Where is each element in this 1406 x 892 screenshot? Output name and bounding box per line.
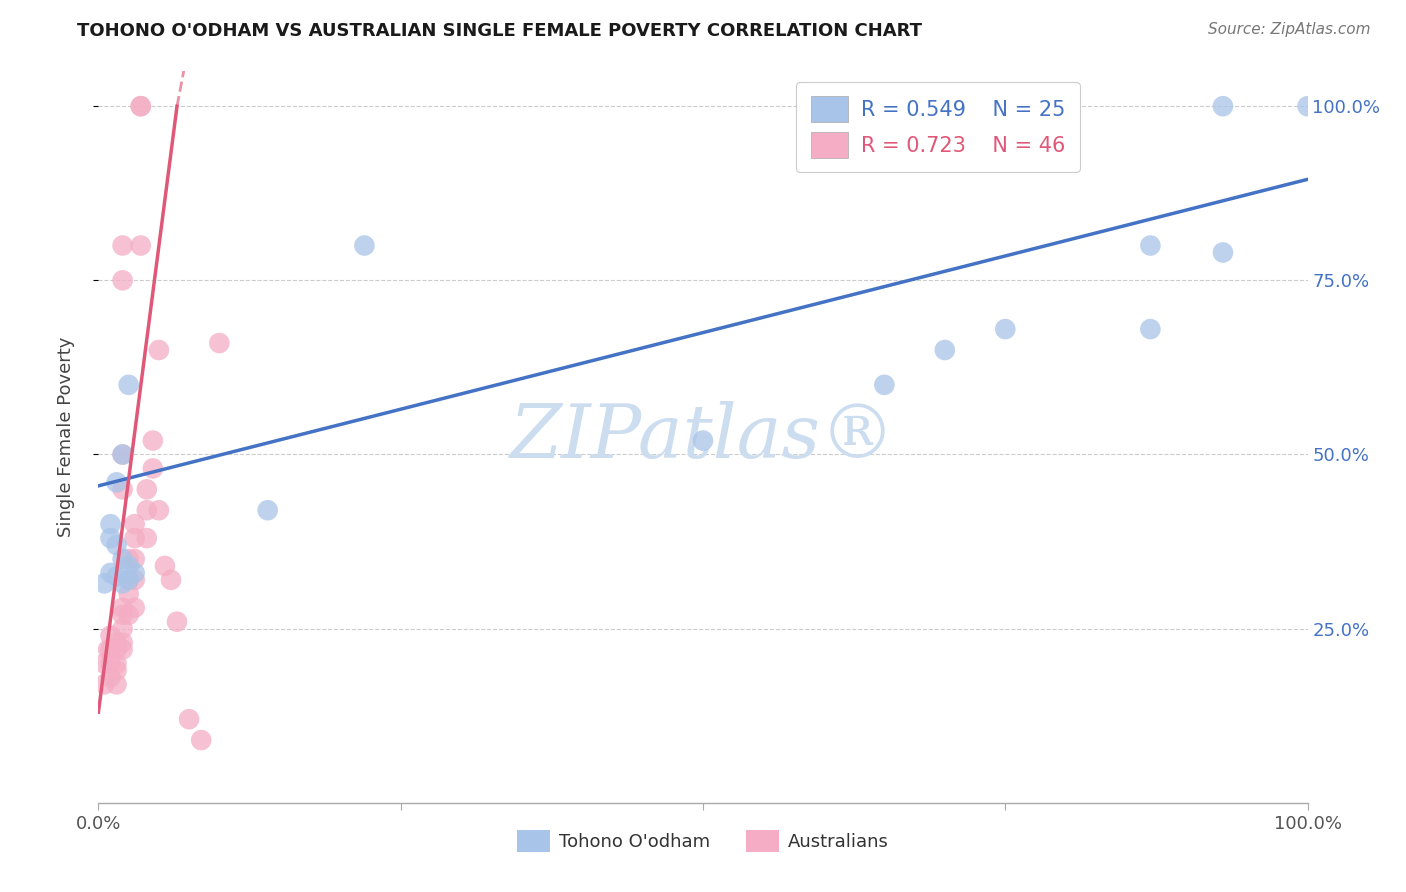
Point [111, 607, 134, 622]
Point [934, 343, 956, 357]
Point [97, 642, 120, 657]
Point [118, 607, 141, 622]
Point [148, 503, 170, 517]
Point [111, 622, 134, 636]
Point [100, 629, 122, 643]
Point [142, 461, 165, 475]
Y-axis label: Single Female Poverty: Single Female Poverty [56, 337, 75, 537]
Point [111, 238, 134, 252]
Point [105, 664, 128, 678]
Point [873, 377, 896, 392]
Point [111, 273, 134, 287]
Point [100, 657, 122, 671]
Point [105, 569, 128, 583]
Point [135, 483, 157, 497]
Point [105, 538, 128, 552]
Point [93, 657, 115, 671]
Point [100, 517, 122, 532]
Point [118, 587, 141, 601]
Point [111, 448, 134, 462]
Point [160, 573, 183, 587]
Point [1212, 99, 1234, 113]
Point [105, 642, 128, 657]
Point [100, 642, 122, 657]
Point [111, 483, 134, 497]
Legend: Tohono O'odham, Australians: Tohono O'odham, Australians [510, 823, 896, 860]
Point [256, 503, 278, 517]
Point [93, 677, 115, 691]
Point [142, 434, 165, 448]
Point [105, 677, 128, 691]
Point [118, 573, 141, 587]
Text: Source: ZipAtlas.com: Source: ZipAtlas.com [1208, 22, 1371, 37]
Point [135, 531, 157, 545]
Point [148, 343, 170, 357]
Point [111, 448, 134, 462]
Point [111, 552, 134, 566]
Point [1296, 99, 1319, 113]
Point [105, 475, 128, 490]
Point [124, 531, 146, 545]
Point [353, 238, 375, 252]
Point [100, 531, 122, 545]
Point [208, 336, 231, 351]
Point [111, 635, 134, 649]
Point [111, 642, 134, 657]
Point [135, 503, 157, 517]
Point [118, 552, 141, 566]
Point [118, 573, 141, 587]
Point [118, 377, 141, 392]
Point [118, 558, 141, 573]
Point [111, 576, 134, 591]
Point [105, 635, 128, 649]
Point [124, 566, 146, 580]
Point [166, 615, 188, 629]
Point [93, 576, 115, 591]
Point [1139, 238, 1161, 252]
Point [1139, 322, 1161, 336]
Point [100, 566, 122, 580]
Point [100, 670, 122, 684]
Point [692, 434, 714, 448]
Point [105, 657, 128, 671]
Point [111, 600, 134, 615]
Point [124, 517, 146, 532]
Point [129, 238, 152, 252]
Point [124, 552, 146, 566]
Point [124, 573, 146, 587]
Point [124, 600, 146, 615]
Point [179, 712, 201, 726]
Point [1212, 245, 1234, 260]
Point [153, 558, 176, 573]
Point [994, 322, 1017, 336]
Text: TOHONO O'ODHAM VS AUSTRALIAN SINGLE FEMALE POVERTY CORRELATION CHART: TOHONO O'ODHAM VS AUSTRALIAN SINGLE FEMA… [77, 22, 922, 40]
Point [129, 99, 152, 113]
Point [190, 733, 212, 747]
Point [129, 99, 152, 113]
Text: ZIPatlas®: ZIPatlas® [510, 401, 896, 474]
